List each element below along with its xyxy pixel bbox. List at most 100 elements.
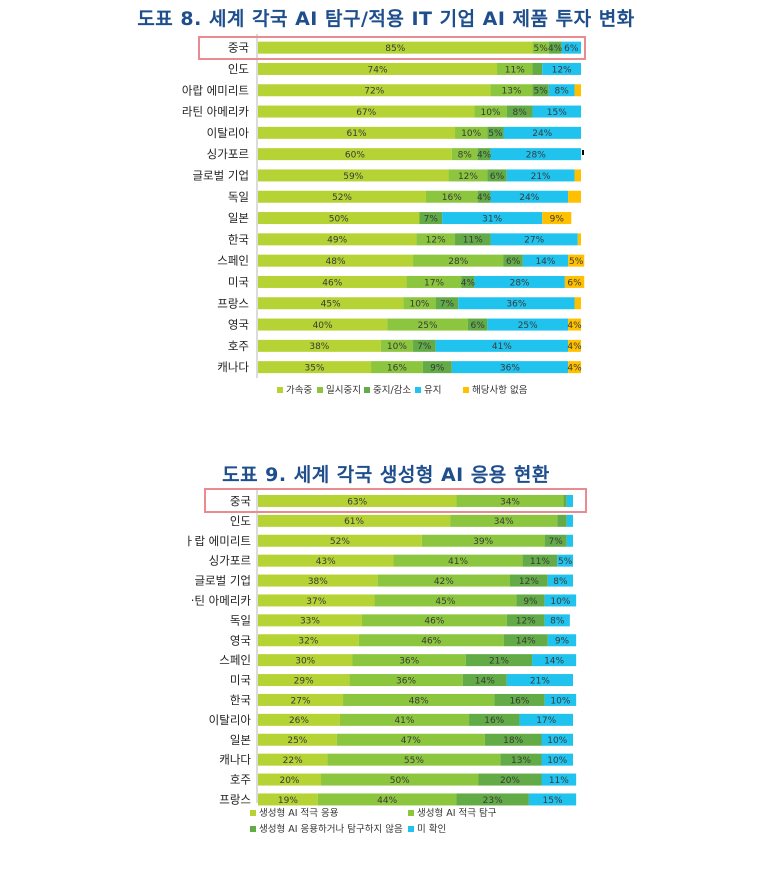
chart2-bar-segment	[258, 594, 375, 607]
chart2-data-label: 10%	[547, 736, 567, 746]
chart2-data-label: 16%	[509, 696, 529, 706]
chart2-category-label: ·틴 아메리카	[191, 593, 252, 607]
chart1-legend-label: 일시중지	[326, 385, 361, 396]
chart2-data-label: 15%	[543, 796, 563, 806]
chart1-bar-segment	[467, 318, 488, 331]
chart1-bar-segment	[413, 254, 504, 267]
chart2-data-label: 20%	[500, 776, 520, 786]
chart1-data-label: 36%	[506, 300, 526, 310]
chart2-legend-label: 생성형 AI 적극 응용	[259, 807, 339, 819]
chart2-data-label: 23%	[483, 796, 503, 806]
chart1-bar-segment	[435, 297, 459, 310]
chart1-category-label: 스페인	[217, 254, 249, 268]
chart1-bar-segment	[474, 275, 565, 288]
chart1-bar-segment	[532, 41, 549, 54]
chart1-category-label: 싱가포르	[207, 147, 249, 161]
chart1-data-label: 50%	[329, 214, 349, 224]
chart1-bar-segment	[258, 339, 381, 352]
chart2-data-label: 17%	[536, 716, 556, 726]
chart1-bar-segment	[371, 361, 423, 374]
chart1-data-label: 4%	[567, 363, 582, 373]
chart2-data-label: 22%	[283, 756, 303, 766]
chart2-data-label: 19%	[278, 796, 298, 806]
chart1-bar-segment	[258, 297, 404, 310]
chart2-data-label: 13%	[511, 756, 531, 766]
chart1-data-label: 5%	[569, 257, 584, 267]
chart2-category-label: 호주	[230, 773, 251, 787]
chart2-bar-segment	[258, 693, 344, 706]
chart2-data-label: 48%	[409, 696, 429, 706]
chart2-bar-segment	[557, 514, 567, 527]
chart2-bar-segment	[544, 534, 567, 547]
chart1-data-label: 11%	[505, 65, 525, 75]
chart2-bar-segment	[506, 614, 545, 627]
chart1-bar-segment	[542, 212, 572, 225]
chart1-category-label: 인도	[228, 62, 249, 76]
chart2-bar-segment	[258, 753, 328, 766]
chart2-bar-segment	[469, 713, 520, 726]
chart2-bar-segment	[566, 514, 573, 527]
chart1-data-label: 48%	[326, 257, 346, 267]
chart1-bar-segment	[258, 233, 417, 246]
chart1-bar-segment	[422, 361, 452, 374]
chart2-bar-segment	[258, 514, 451, 527]
chart2-category-label: 일본	[230, 733, 251, 747]
chart1-legend-swatch	[364, 387, 370, 393]
chart1-category-label: 캐나다	[217, 360, 249, 374]
chart1-edge-mark	[582, 150, 584, 155]
chart1-bar-segment	[497, 62, 533, 75]
chart1-bar-segment	[419, 212, 443, 225]
chart2-bar-segment	[258, 534, 422, 547]
chart2-category-label: 중국	[230, 494, 251, 508]
chart1-bar-segment	[503, 254, 523, 267]
chart2-bar-segment	[421, 534, 545, 547]
chart2-bar-segment	[352, 654, 466, 667]
chart1-bar-segment	[487, 169, 507, 182]
chart2-bar-segment	[358, 634, 504, 647]
chart2-bar-segment	[566, 494, 573, 507]
chart1-bar-segment	[477, 190, 491, 203]
chart2-category-label: 한국	[230, 693, 251, 707]
chart2-bar-segment	[377, 574, 510, 587]
chart1-legend-label: 가속중	[286, 385, 312, 396]
chart1-data-label: 25%	[418, 321, 438, 331]
chart1-bar-segment	[448, 169, 488, 182]
chart2-data-label: 25%	[287, 736, 307, 746]
chart2-bar-segment	[374, 594, 517, 607]
chart1-bar-segment	[406, 275, 462, 288]
chart1-bar-segment	[503, 126, 581, 139]
chart1-data-label: 12%	[458, 172, 478, 182]
chart1-data-label: 4%	[567, 342, 582, 352]
chart1-data-label: 11%	[463, 236, 483, 246]
chart2-bar-segment	[532, 654, 577, 667]
chart2-data-label: 50%	[390, 776, 410, 786]
chart1-data-label: 61%	[347, 129, 367, 139]
chart2-data-label: 38%	[308, 577, 328, 587]
chart1-data-label: 21%	[531, 172, 551, 182]
chart2-bar-segment	[349, 674, 463, 687]
chart1-bar-segment	[568, 318, 581, 331]
chart2-data-label: 14%	[516, 637, 536, 647]
chart1-bar-segment	[258, 148, 452, 161]
chart1-data-label: 28%	[526, 150, 546, 160]
chart2-data-label: 21%	[489, 656, 509, 666]
chart1-bar-segment	[506, 169, 575, 182]
chart1-data-label: 13%	[502, 87, 522, 97]
chart1-data-label: 14%	[535, 257, 555, 267]
chart2-bar-segment	[258, 773, 321, 786]
chart1-bar-segment	[258, 62, 498, 75]
chart1-bar-segment	[568, 339, 581, 352]
chart1-bar-segment	[561, 41, 581, 54]
chart1-category-label: 이탈리아	[207, 126, 250, 140]
chart2-category-label: 글로벌 기업	[194, 574, 251, 588]
chart2-bar-segment	[557, 554, 573, 567]
chart2-bar-segment	[500, 753, 542, 766]
chart2-bar-segment	[519, 713, 573, 726]
chart1-bar-segment	[568, 254, 585, 267]
chart1-highlight-box	[198, 36, 586, 60]
chart2-data-label: 47%	[401, 736, 421, 746]
chart1-bar-segment	[542, 62, 581, 75]
chart1-bar-segment	[487, 318, 569, 331]
chart1-data-label: 27%	[524, 236, 544, 246]
